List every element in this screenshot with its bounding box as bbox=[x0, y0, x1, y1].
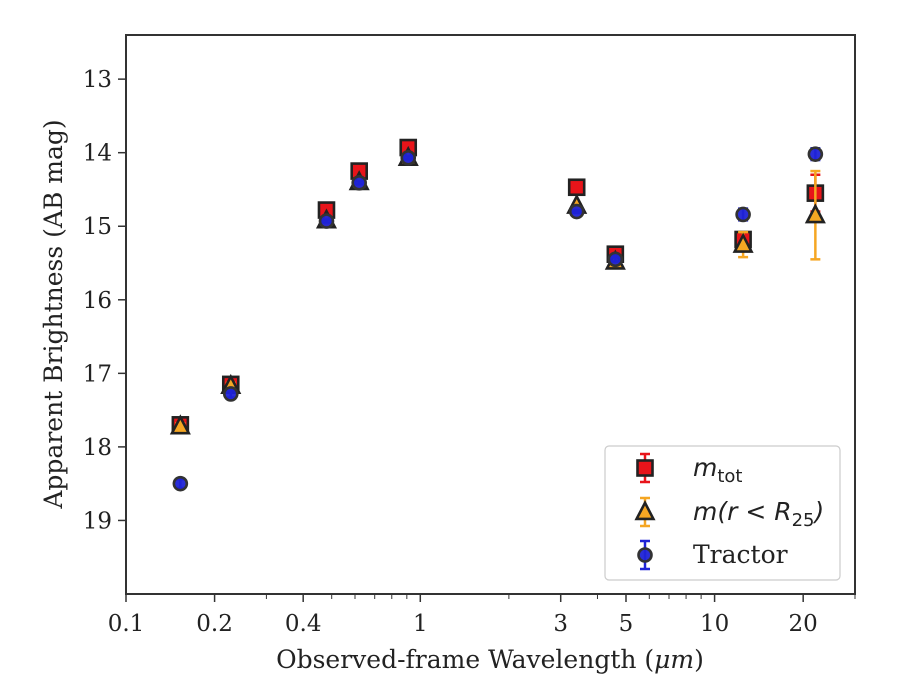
y-tick-label: 16 bbox=[83, 288, 112, 314]
legend-label: m(r < R25) bbox=[693, 497, 824, 531]
legend-label-sub: tot bbox=[717, 466, 742, 487]
x-axis-ticks: 0.1 0.2 0.4 1 3 5 10 20 bbox=[108, 594, 856, 637]
y-tick-label: 15 bbox=[83, 214, 112, 240]
data-point bbox=[318, 213, 335, 229]
data-point bbox=[172, 475, 189, 492]
data-point bbox=[169, 414, 191, 435]
y-axis-ticks: 13 14 15 16 17 18 19 bbox=[83, 67, 126, 534]
x-axis-label-suffix: ) bbox=[694, 645, 704, 674]
x-tick-label: 0.2 bbox=[196, 611, 233, 637]
legend: mtot m(r < R25) Tractor bbox=[604, 445, 841, 581]
x-axis-label-unit: μm bbox=[654, 645, 694, 674]
x-axis-label-prefix: Observed-frame Wavelength ( bbox=[276, 645, 654, 674]
series-2 bbox=[172, 146, 824, 492]
y-tick-label: 18 bbox=[83, 435, 112, 461]
x-tick-label: 0.1 bbox=[108, 611, 145, 637]
x-tick-label: 20 bbox=[789, 611, 818, 637]
legend-marker bbox=[636, 459, 654, 477]
data-point bbox=[607, 251, 624, 268]
data-marks bbox=[169, 138, 826, 492]
legend-label-tail: ) bbox=[813, 497, 825, 526]
data-point bbox=[735, 206, 751, 223]
x-tick-label: 1 bbox=[413, 611, 428, 637]
data-point bbox=[222, 386, 239, 402]
legend-marker bbox=[637, 547, 653, 563]
y-axis-label: Apparent Brightness (AB mag) bbox=[39, 119, 68, 509]
legend-marker bbox=[634, 499, 656, 521]
legend-box bbox=[604, 445, 841, 581]
legend-label-main: m bbox=[693, 453, 717, 482]
x-tick-label: 3 bbox=[553, 611, 568, 637]
legend-label-sub: 25 bbox=[792, 510, 815, 531]
y-tick-label: 19 bbox=[83, 508, 112, 534]
data-point bbox=[568, 203, 585, 220]
data-point bbox=[804, 203, 826, 224]
legend-label: Tractor bbox=[693, 540, 788, 569]
data-point bbox=[400, 150, 417, 166]
x-tick-label: 5 bbox=[619, 611, 634, 637]
x-tick-label: 0.4 bbox=[285, 611, 322, 637]
data-point bbox=[732, 232, 754, 253]
legend-label-main: Tractor bbox=[693, 540, 788, 569]
data-point bbox=[351, 175, 367, 191]
data-point bbox=[567, 178, 586, 197]
y-tick-label: 17 bbox=[83, 361, 112, 387]
legend-label: mtot bbox=[693, 453, 743, 487]
legend-label-main: m(r < R bbox=[693, 497, 792, 526]
y-tick-label: 13 bbox=[83, 67, 112, 93]
data-point bbox=[807, 146, 824, 162]
x-tick-label: 10 bbox=[700, 611, 729, 637]
x-axis-label: Observed-frame Wavelength (μm) bbox=[276, 645, 704, 674]
y-tick-label: 14 bbox=[83, 141, 112, 167]
